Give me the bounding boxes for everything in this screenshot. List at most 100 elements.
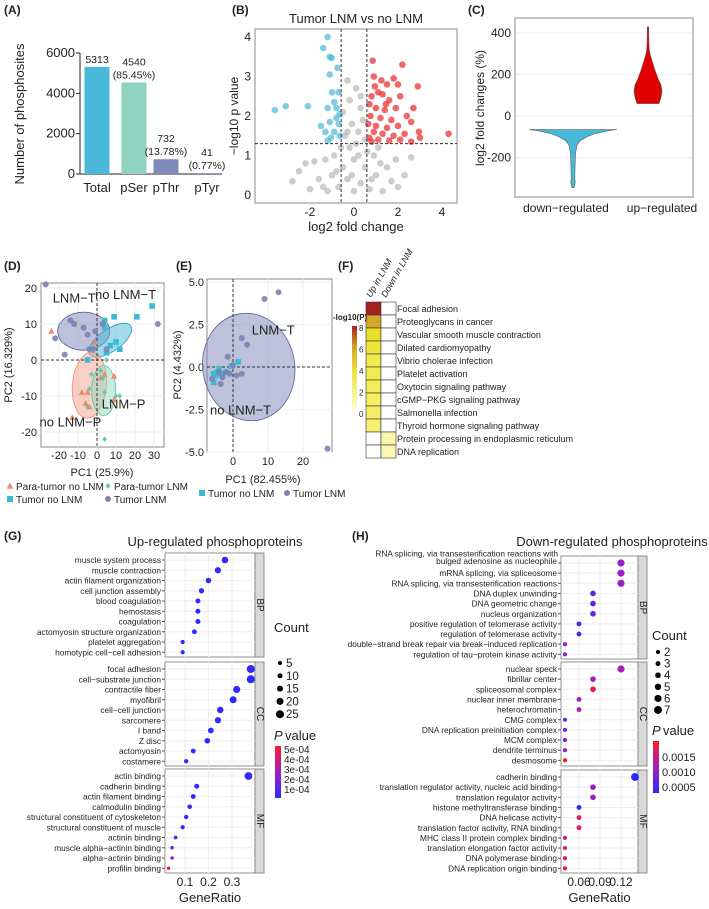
term-label: regulation of telomerase activity [440, 629, 558, 639]
size-legend-dot [654, 683, 662, 690]
volcano-point-ns [306, 185, 314, 193]
volcano-point-ns [370, 152, 378, 159]
term-label: coagulation [119, 617, 162, 627]
x-tick-label: 2 [395, 205, 402, 219]
size-legend-dot [654, 706, 662, 714]
volcano-point-up [370, 128, 378, 136]
facet-label: MF [637, 814, 648, 828]
go-dot [562, 835, 568, 840]
volcano-point-ns [352, 85, 360, 92]
pca-point [101, 317, 108, 324]
pca-point [103, 350, 110, 356]
x-tick-label: -2 [305, 205, 316, 219]
term-label: actomyosin [119, 746, 161, 756]
volcano-point-ns [289, 177, 296, 185]
y-tick-label: 5.0 [189, 277, 204, 289]
volcano-point-up [390, 132, 397, 140]
term-label: calmodulin binding [92, 802, 161, 812]
y-tick-label: -2.5 [185, 405, 204, 417]
pca-point [219, 374, 226, 381]
y-tick-label: 6000 [46, 45, 75, 60]
heatmap-cell [365, 418, 382, 433]
pca-point [117, 346, 123, 352]
term-label: translation regulator activity, nucleic … [380, 782, 558, 792]
heatmap-cell [365, 314, 382, 329]
violin [528, 129, 618, 188]
volcano-point-down [327, 134, 335, 142]
go-dot [590, 676, 596, 682]
go-dot [562, 758, 568, 763]
colorbar [352, 326, 357, 413]
y-tick-label: 1 [244, 149, 251, 163]
color-legend-label: 0.0015 [662, 752, 696, 764]
term-label: MCM complex [504, 735, 558, 745]
color-legend-label: 2e-04 [284, 775, 310, 786]
go-dot [631, 773, 639, 781]
pca-point [101, 324, 108, 331]
legend-label: Tumor no LNM [16, 495, 82, 506]
y-tick-label: 2000 [46, 126, 75, 141]
term-label: mRNA splicing, via spliceosome [439, 568, 557, 578]
volcano-point-ns [344, 128, 351, 136]
facet-panel [164, 768, 256, 874]
go-dot [576, 825, 582, 831]
term-label: nuclear inner membrane [467, 694, 557, 704]
panel-label: (F) [338, 259, 353, 273]
volcano-point-up [394, 81, 402, 88]
go-dot [562, 866, 568, 871]
term-label: platelet aggregation [88, 637, 161, 647]
term-label: cell−substrate junction [79, 674, 162, 684]
term-label: RNA splicing, via transesterification re… [375, 549, 558, 559]
term-label: profilin binding [107, 863, 161, 873]
volcano-point-down [335, 120, 342, 128]
x-tick-label: 0 [230, 456, 236, 468]
size-legend-dot [655, 661, 661, 667]
color-legend-label: 5e-04 [284, 745, 310, 756]
panel-label: (B) [232, 3, 249, 17]
facet-label: BP [637, 601, 648, 615]
data-label: 5313 [85, 54, 109, 66]
term-label: translation factor activity, RNA binding [418, 823, 557, 833]
panel-label: (A) [4, 3, 21, 17]
term-label: fibrillar center [507, 674, 557, 684]
x-tick-label: 4 [439, 205, 446, 219]
term-label: Z disc [139, 736, 161, 746]
go-dot [217, 706, 224, 714]
term-label: cadherin binding [496, 772, 557, 782]
pca-point [134, 314, 140, 320]
term-label: cell junction assembly [80, 586, 162, 596]
volcano-point-down [330, 98, 338, 106]
pca-point [210, 379, 217, 386]
size-legend-label: 7 [664, 705, 670, 717]
term-label: structural constituent of cytoskeleton [27, 812, 162, 822]
volcano-point-up [392, 104, 400, 112]
y-tick-label: 2 [244, 109, 251, 123]
facet-strip [637, 555, 648, 660]
pca-point [87, 386, 92, 392]
volcano-point-up [415, 128, 423, 136]
volcano-point-ns [350, 187, 358, 195]
x-tick-label: Total [83, 180, 111, 195]
go-dot [195, 608, 201, 614]
pca-point [111, 396, 118, 403]
colorbar-tick-label: 0 [359, 410, 364, 419]
pca-point [103, 346, 110, 353]
x-axis-label: PC1 (25.9%) [71, 467, 134, 479]
volcano-point-ns [344, 175, 351, 183]
legend-label: Para-tumor no LNM [16, 482, 104, 493]
size-legend-label: 20 [286, 696, 299, 708]
heatmap-cell [380, 392, 397, 407]
data-label: 732 [157, 133, 175, 145]
volcano-point-up [382, 100, 390, 108]
volcano-point-down [324, 104, 331, 112]
volcano-point-down [322, 128, 329, 136]
go-dot [562, 748, 568, 753]
volcano-point-ns [355, 152, 362, 159]
heatmap-cell [380, 314, 397, 329]
colorbar-title: -log10(P) [333, 313, 368, 322]
volcano-point-down [326, 71, 334, 78]
pca-point [113, 393, 119, 399]
pca-point [82, 399, 89, 406]
volcano-point-ns [355, 128, 362, 136]
